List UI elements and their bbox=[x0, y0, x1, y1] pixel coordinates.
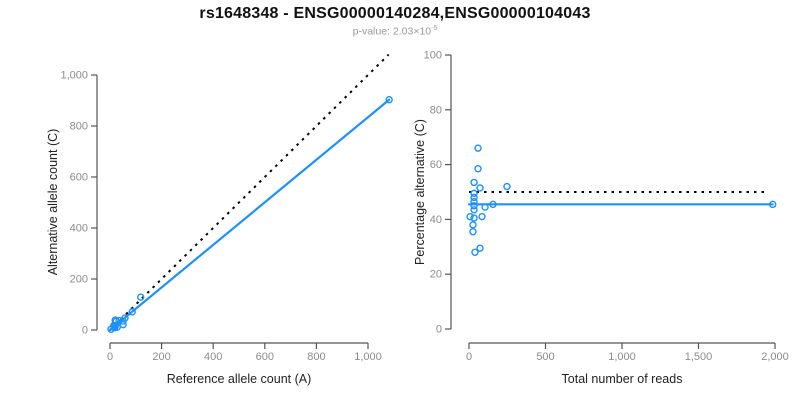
data-point bbox=[489, 200, 497, 209]
data-point bbox=[470, 189, 478, 198]
data-point bbox=[470, 214, 478, 222]
x-axis-tick-label: 2,000 bbox=[761, 351, 789, 363]
fit-line bbox=[108, 98, 391, 332]
y-axis-tick-label: 60 bbox=[430, 159, 442, 171]
data-point bbox=[128, 308, 136, 316]
data-point bbox=[110, 324, 119, 332]
y-axis-tick-label: 40 bbox=[430, 214, 442, 226]
y-axis-tick-label: 80 bbox=[430, 104, 442, 116]
data-point bbox=[470, 178, 478, 187]
x-axis-tick-label: 400 bbox=[204, 351, 222, 363]
figure-subtitle: p-value: 2.03×10-5 bbox=[0, 25, 790, 38]
y-axis-tick-label: 1,000 bbox=[60, 70, 88, 82]
x-axis-tick-label: 0 bbox=[466, 351, 472, 363]
x-axis-tick-label: 0 bbox=[107, 351, 113, 363]
data-point bbox=[470, 201, 478, 210]
data-point bbox=[469, 221, 477, 229]
data-point bbox=[137, 293, 145, 301]
x-axis-tick-label: 600 bbox=[256, 351, 274, 363]
x-axis-title: Total number of reads bbox=[562, 372, 683, 386]
data-point bbox=[481, 203, 489, 211]
y-axis-tick-label: 100 bbox=[424, 50, 442, 62]
x-axis-tick-label: 1,000 bbox=[354, 351, 382, 363]
data-point bbox=[769, 200, 777, 209]
data-point bbox=[470, 206, 478, 214]
y-axis-tick-label: 0 bbox=[436, 324, 442, 336]
y-axis-tick-label: 200 bbox=[70, 274, 88, 286]
data-point bbox=[469, 228, 477, 236]
x-axis-title: Reference allele count (A) bbox=[167, 372, 312, 386]
data-point bbox=[466, 212, 474, 221]
data-point bbox=[115, 316, 123, 325]
data-point bbox=[470, 193, 478, 202]
data-point bbox=[478, 212, 486, 221]
y-axis-tick-label: 800 bbox=[70, 121, 88, 133]
y-axis-tick-label: 600 bbox=[70, 172, 88, 184]
pvalue-exponent: -5 bbox=[431, 25, 438, 32]
x-axis-tick-label: 1,000 bbox=[608, 351, 636, 363]
y-axis-tick-label: 20 bbox=[430, 269, 442, 281]
pvalue-text: p-value: 2.03×10 bbox=[352, 25, 432, 38]
data-point bbox=[474, 165, 482, 173]
data-point bbox=[476, 184, 484, 192]
reference-dotted-line bbox=[109, 53, 390, 331]
data-point bbox=[119, 320, 127, 329]
y-axis-title: Percentage alternative (C) bbox=[413, 119, 427, 265]
data-point bbox=[470, 197, 478, 206]
figure-title: rs1648348 - ENSG00000140284,ENSG00000104… bbox=[199, 5, 591, 22]
data-point bbox=[471, 248, 479, 256]
right-plot: 0 20 40 60 80 100 0 500 1,000 1,500 2,000 Total num… bbox=[413, 50, 789, 387]
data-point bbox=[385, 96, 393, 104]
x-axis-tick-label: 800 bbox=[307, 351, 325, 363]
data-point bbox=[113, 323, 121, 331]
data-point bbox=[119, 317, 127, 325]
data-point bbox=[503, 182, 511, 191]
x-axis-tick-label: 500 bbox=[536, 351, 554, 363]
x-axis-tick-label: 200 bbox=[152, 351, 170, 363]
y-axis-tick-label: 0 bbox=[82, 325, 88, 337]
data-point bbox=[476, 244, 484, 252]
y-axis-title: Alternative allele count (C) bbox=[46, 129, 60, 276]
x-axis-tick-label: 1,500 bbox=[685, 351, 713, 363]
left-plot: 0 200 400 600 800 1,000 0 200 400 600 800 1,000 Refe… bbox=[46, 53, 393, 386]
y-axis-tick-label: 400 bbox=[70, 223, 88, 235]
data-point bbox=[474, 144, 482, 152]
